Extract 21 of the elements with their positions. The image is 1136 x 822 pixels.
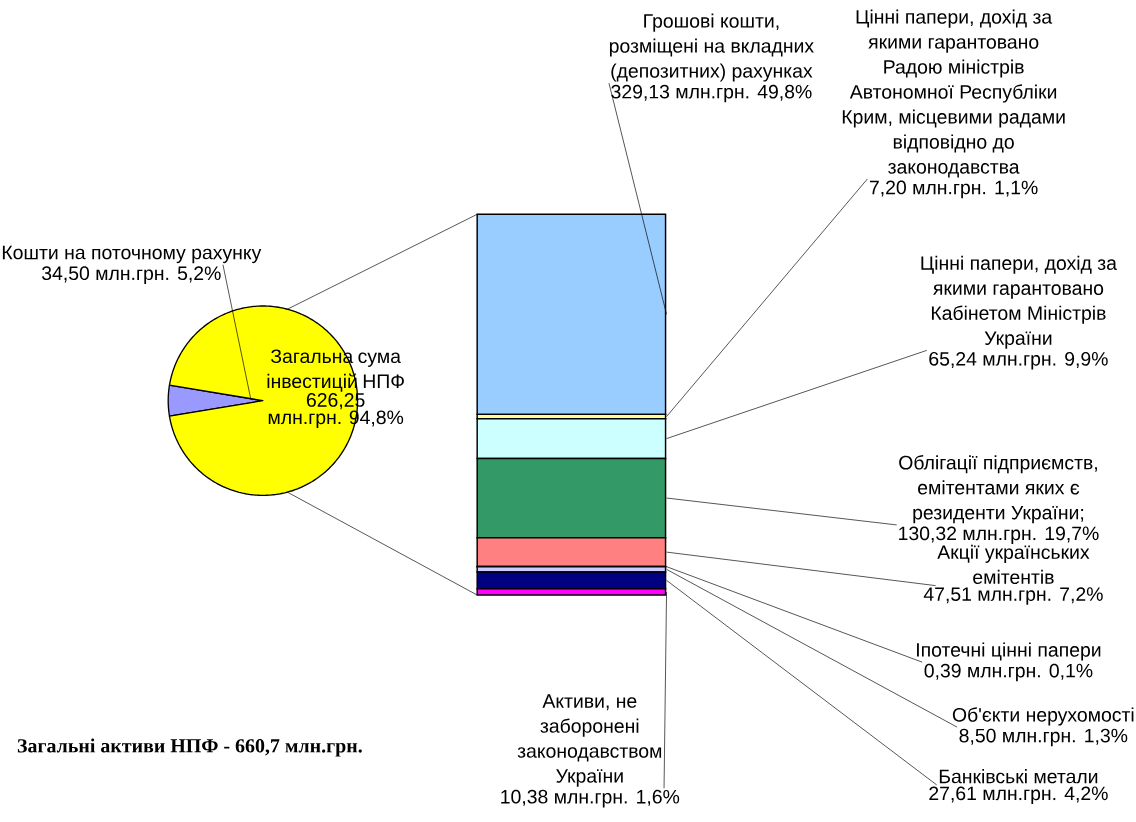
data-label: 34,50 млн.грн. 5,2%	[41, 266, 221, 284]
text: Об'єкти нерухомості	[952, 707, 1134, 726]
text: Загальні активи НПФ - 660,7 млн.грн.	[17, 738, 362, 757]
text: Грошові кошти, розміщені на вкладних (депозитних) рахунках	[609, 13, 814, 82]
data-label: 8,50 млн.грн. 1,3%	[959, 728, 1128, 747]
data-label: 7,20 млн.грн. 1,1%	[869, 180, 1038, 199]
data-label: 0,39 млн.грн. 0,1%	[924, 663, 1093, 682]
data-label: 47,51 млн.грн. 7,2%	[923, 587, 1103, 605]
text: Цінні папери, дохід за якими гарантовано Радою міністрів Автономної Республіки Крим, місцевими радами відповідно до законодавства	[842, 9, 1065, 178]
text: Акції українських емітентів	[937, 544, 1090, 584]
text: Активи, не заборонені законодавством України	[517, 694, 662, 787]
data-label: 329,13 млн.грн. 49,8%	[611, 84, 812, 103]
data-label: 27,61 млн.грн. 4,2%	[929, 786, 1108, 804]
data-label: 65,24 млн.грн. 9,9%	[929, 351, 1108, 370]
data-label: 130,32 млн.грн. 19,7%	[899, 526, 1099, 544]
data-label: 10,38 млн.грн. 1,6%	[501, 789, 680, 808]
text: Банківські метали	[939, 768, 1098, 784]
text: Цінні папери, дохід за якими гарантовано Кабінетом Міністрів України	[921, 255, 1117, 349]
slice-label: Кошти на поточному рахунку	[2, 245, 262, 264]
text: Іпотечні цінні папери	[917, 642, 1101, 661]
text: Облігації підприємств, емітентами яких є резиденти України;	[899, 454, 1097, 524]
